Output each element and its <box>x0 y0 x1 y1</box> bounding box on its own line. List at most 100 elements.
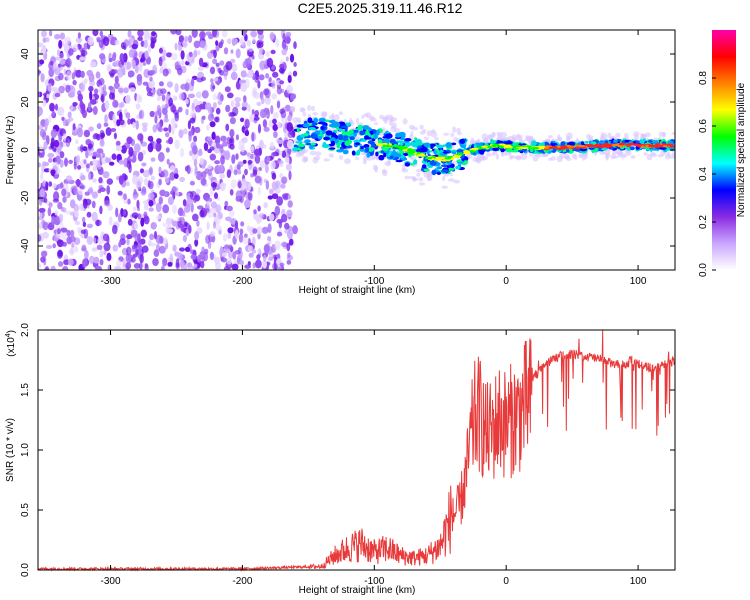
spectrogram-noise-speckle <box>82 258 88 269</box>
spectrogram-band <box>429 143 436 147</box>
spectrogram-noise-speckle <box>89 79 95 87</box>
spectrogram-band <box>305 142 312 146</box>
spectrogram-noise-speckle <box>219 145 224 154</box>
spectrogram-noise-speckle <box>153 230 158 240</box>
spectrogram-noise-speckle <box>247 191 253 202</box>
spectrogram-halo <box>328 115 335 120</box>
spectrogram-noise-speckle <box>50 128 58 138</box>
spectrogram-halo <box>298 120 301 124</box>
spectrogram-noise-speckle <box>38 222 43 230</box>
spectrogram-noise-speckle <box>48 67 54 78</box>
spectrogram-noise-speckle <box>287 131 294 139</box>
y-tick-label: 0.0 <box>20 563 31 577</box>
spectrogram-noise-speckle <box>261 226 269 234</box>
spectrogram-noise-speckle <box>155 142 162 152</box>
spectrogram-noise-speckle <box>257 205 261 212</box>
spectrogram-noise-speckle <box>142 263 146 268</box>
spectrogram-halo <box>634 134 640 140</box>
spectrogram-band <box>512 142 516 147</box>
spectrogram-noise-speckle <box>210 78 214 83</box>
spectrogram-peak <box>626 143 634 146</box>
spectrogram-noise-speckle <box>284 222 290 230</box>
spectrogram-noise-speckle <box>106 252 112 261</box>
spectrogram-halo <box>658 136 662 140</box>
spectrogram-noise-speckle <box>67 111 72 119</box>
spectrogram-halo <box>556 155 563 163</box>
spectrogram-peak <box>533 146 540 150</box>
spectrogram-noise-speckle <box>254 76 260 83</box>
spectrogram-noise-speckle <box>265 164 269 174</box>
spectrogram-noise-speckle <box>235 220 238 230</box>
spectrogram-noise-speckle <box>256 101 262 107</box>
spectrogram-noise-speckle <box>195 91 202 99</box>
spectrogram-noise-speckle <box>89 71 93 78</box>
spectrogram-noise-speckle <box>156 95 161 101</box>
spectrogram-noise-speckle <box>257 123 262 134</box>
spectrogram-noise-speckle <box>139 253 144 264</box>
spectrogram-halo <box>312 157 319 164</box>
spectrogram-y-label: Frequency (Hz) <box>5 116 16 185</box>
spectrogram-noise-speckle <box>135 249 139 256</box>
spectrogram-halo <box>457 131 462 136</box>
spectrogram-noise-speckle <box>256 226 263 235</box>
spectrogram-noise-speckle <box>112 244 119 252</box>
spectrogram-noise-speckle <box>230 58 236 64</box>
spectrogram-noise-speckle <box>149 76 153 82</box>
spectrogram-noise-speckle <box>184 98 189 105</box>
spectrogram-halo <box>605 154 609 161</box>
spectrogram-noise-speckle <box>266 57 274 68</box>
spectrogram-peak <box>450 157 455 160</box>
spectrogram-band <box>296 127 300 133</box>
spectrogram-noise-speckle <box>136 181 142 191</box>
colorbar-tick-label: 0.6 <box>698 119 709 133</box>
spectrogram-noise-speckle <box>92 178 97 183</box>
spectrogram-noise-speckle <box>250 30 257 38</box>
spectrogram-noise-speckle <box>62 207 67 213</box>
spectrogram-noise-speckle <box>177 67 183 76</box>
spectrogram-band <box>362 125 370 130</box>
spectrogram-halo <box>574 154 578 161</box>
spectrogram-peak <box>566 144 571 148</box>
x-tick-label: 100 <box>630 576 647 587</box>
spectrogram-noise-speckle <box>155 215 161 220</box>
spectrogram-noise-speckle <box>164 177 170 183</box>
spectrogram-noise-speckle <box>268 78 272 83</box>
spectrogram-noise-speckle <box>88 172 91 181</box>
spectrogram-halo <box>469 140 476 145</box>
spectrogram-band <box>413 159 418 165</box>
spectrogram-noise-speckle <box>58 58 66 65</box>
spectrogram-noise-speckle <box>130 229 138 238</box>
spectrogram-halo <box>578 153 584 158</box>
spectrogram-noise-speckle <box>215 107 221 115</box>
colorbar-gradient <box>712 30 736 270</box>
spectrogram-noise-speckle <box>63 43 69 53</box>
spectrogram-noise-speckle <box>244 264 252 269</box>
spectrogram-halo <box>586 133 591 140</box>
spectrogram-noise-speckle <box>123 87 129 94</box>
snr-panel: -300 -200 -100 0 100 0.0 0.5 1.0 1.5 2.0 Height … <box>5 323 676 596</box>
spectrogram-band <box>451 151 457 155</box>
spectrogram-noise-speckle <box>50 265 56 270</box>
spectrogram-band <box>463 160 468 165</box>
spectrogram-noise-speckle <box>292 225 298 235</box>
spectrogram-band <box>506 140 512 146</box>
spectrogram-halo <box>393 128 401 134</box>
spectrogram-band <box>647 140 653 143</box>
spectrogram-noise-speckle <box>209 146 215 151</box>
spectrogram-halo <box>447 178 455 182</box>
spectrogram-noise-speckle <box>194 231 200 241</box>
spectrogram-noise-speckle <box>217 164 224 173</box>
spectrogram-noise-speckle <box>163 118 169 123</box>
spectrogram-noise-speckle <box>184 82 190 92</box>
spectrogram-noise-speckle <box>207 210 214 218</box>
spectrogram-noise-speckle <box>58 213 64 223</box>
spectrogram-noise-speckle <box>270 160 276 170</box>
spectrogram-halo <box>584 152 588 160</box>
spectrogram-noise-speckle <box>161 169 169 178</box>
spectrogram-halo <box>526 135 534 139</box>
spectrogram-halo <box>475 158 481 164</box>
spectrogram-noise-speckle <box>234 250 241 255</box>
spectrogram-noise-speckle <box>209 153 216 161</box>
spectrogram-noise-speckle <box>201 115 206 121</box>
